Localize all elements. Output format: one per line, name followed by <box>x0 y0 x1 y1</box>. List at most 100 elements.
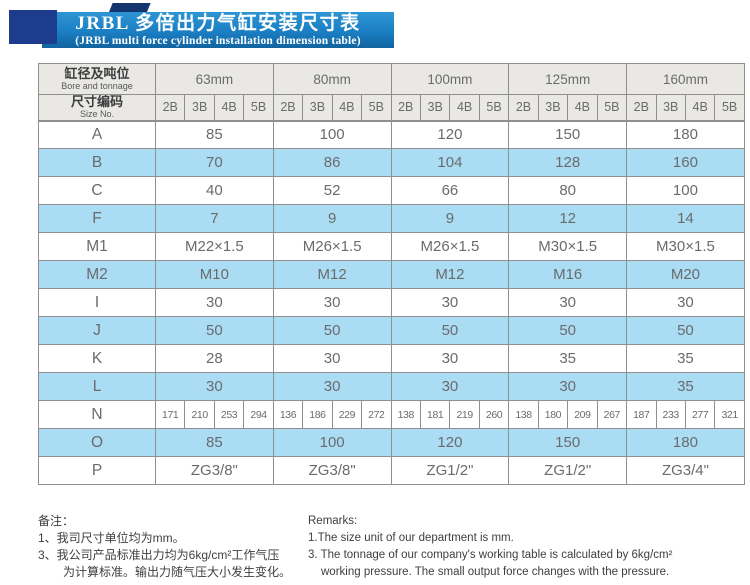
value-cell: 30 <box>390 344 510 373</box>
value-cell: 138 <box>390 400 421 429</box>
table-row-O: O 85 100 120 150 180 <box>38 428 745 457</box>
value-cell: 30 <box>390 288 510 317</box>
value-cell: 50 <box>155 316 274 345</box>
value-cell: 28 <box>155 344 274 373</box>
size-header-80mm-5B: 5B <box>361 94 392 121</box>
size-header-100mm-4B: 4B <box>449 94 480 121</box>
value-cell: 138 <box>508 400 539 429</box>
value-cell: 14 <box>626 204 745 233</box>
value-cell: M12 <box>390 260 510 289</box>
notes-cn-heading: 备注： <box>38 514 75 528</box>
value-cell: M26×1.5 <box>272 232 392 261</box>
value-cell: 30 <box>272 344 392 373</box>
value-cell: 7 <box>155 204 274 233</box>
value-cell: 321 <box>714 400 745 429</box>
value-cell: 267 <box>596 400 628 429</box>
size-no-label-en: Size No. <box>79 108 114 119</box>
size-header-63mm-4B: 4B <box>213 94 245 121</box>
value-cell: 30 <box>272 288 392 317</box>
value-cell: 233 <box>655 400 686 429</box>
value-cell: 186 <box>302 400 333 429</box>
value-cell: 30 <box>155 372 274 401</box>
size-header-100mm-2B: 2B <box>390 94 421 121</box>
table-row-L: L 30 30 30 30 35 <box>38 372 745 401</box>
value-cell: 9 <box>272 204 392 233</box>
note-line: 3. The tonnage of our company's working … <box>308 549 673 561</box>
value-cell: 294 <box>243 400 274 429</box>
value-cell: 50 <box>390 316 510 345</box>
table-head: 缸径及吨位 Bore and tonnage 63mm 80mm 100mm 125m… <box>38 63 745 121</box>
value-cell: 100 <box>626 176 745 205</box>
row-label-B: B <box>38 148 156 177</box>
value-cell: 171 <box>154 400 186 429</box>
value-cell: 120 <box>390 119 510 149</box>
value-cell: 229 <box>331 400 363 429</box>
size-header-160mm-4B: 4B <box>684 94 716 121</box>
value-cell: 128 <box>508 148 628 177</box>
note-line: working pressure. The small output force… <box>321 566 670 578</box>
row-label-M2: M2 <box>38 260 156 289</box>
value-cell: 85 <box>155 119 274 149</box>
size-header-100mm-5B: 5B <box>478 94 510 121</box>
value-cell: 30 <box>155 288 274 317</box>
note-line: 1.The size unit of our department is mm. <box>308 532 514 544</box>
size-header-63mm-5B: 5B <box>243 94 274 121</box>
size-no-header-cell: 尺寸编码 Size No. <box>38 94 156 121</box>
size-header-160mm-2B: 2B <box>626 94 657 121</box>
size-no-label-cn: 尺寸编码 <box>70 94 123 110</box>
value-cell: 52 <box>272 176 392 205</box>
group-header-63mm: 63mm <box>155 63 274 95</box>
value-cell: 120 <box>390 428 510 457</box>
table-row-J: J 50 50 50 50 50 <box>38 316 745 345</box>
size-header-125mm-5B: 5B <box>596 94 628 121</box>
size-header-80mm-2B: 2B <box>272 94 304 121</box>
table-row-C: C 40 52 66 80 100 <box>38 176 745 205</box>
size-header-80mm-3B: 3B <box>302 94 333 121</box>
value-cell: ZG3/4" <box>626 456 745 485</box>
value-cell: 30 <box>626 288 745 317</box>
value-cell: 181 <box>419 400 451 429</box>
value-cell: 253 <box>213 400 245 429</box>
row-label-M1: M1 <box>38 232 156 261</box>
header-row-groups: 缸径及吨位 Bore and tonnage 63mm 80mm 100mm 125m… <box>38 63 745 95</box>
value-cell: 35 <box>626 372 745 401</box>
value-cell: 180 <box>626 119 745 149</box>
value-cell: M22×1.5 <box>155 232 274 261</box>
notes-chinese: 备注： 1、我司尺寸单位均为mm。 3、我公司产品标准出力均为6kg/cm²工作… <box>38 513 308 581</box>
value-cell: 104 <box>390 148 510 177</box>
row-label-F: F <box>38 204 156 233</box>
value-cell: M30×1.5 <box>626 232 745 261</box>
value-cell: 209 <box>567 400 598 429</box>
value-cell: 30 <box>272 372 392 401</box>
value-cell: M10 <box>155 260 274 289</box>
row-label-O: O <box>38 428 156 457</box>
value-cell: 260 <box>478 400 510 429</box>
value-cell: 9 <box>390 204 510 233</box>
value-cell: 70 <box>155 148 274 177</box>
row-label-P: P <box>38 456 156 485</box>
size-header-63mm-2B: 2B <box>154 94 186 121</box>
table-row-B: B 70 86 104 128 160 <box>38 148 745 177</box>
value-cell: 219 <box>449 400 480 429</box>
value-cell: ZG1/2" <box>390 456 510 485</box>
table-row-K: K 28 30 30 35 35 <box>38 344 745 373</box>
value-cell: M26×1.5 <box>390 232 510 261</box>
value-cell: 35 <box>626 344 745 373</box>
value-cell: 100 <box>272 119 392 149</box>
size-header-125mm-2B: 2B <box>508 94 539 121</box>
table-row-M2: M2 M10 M12 M12 M16 M20 <box>38 260 745 289</box>
note-line: 3、我公司产品标准出力均为6kg/cm²工作气压 <box>38 548 280 562</box>
value-cell: ZG3/8" <box>155 456 274 485</box>
value-cell: 150 <box>508 119 628 149</box>
row-label-N: N <box>38 400 156 429</box>
value-cell: 160 <box>626 148 745 177</box>
value-cell: 272 <box>361 400 392 429</box>
value-cell: 85 <box>155 428 274 457</box>
size-header-160mm-5B: 5B <box>714 94 745 121</box>
value-cell: 50 <box>626 316 745 345</box>
notes-english: Remarks: 1.The size unit of our departme… <box>308 513 746 581</box>
size-header-125mm-4B: 4B <box>567 94 598 121</box>
value-cell: M30×1.5 <box>508 232 628 261</box>
table-row-A: A 85 100 120 150 180 <box>38 119 745 149</box>
